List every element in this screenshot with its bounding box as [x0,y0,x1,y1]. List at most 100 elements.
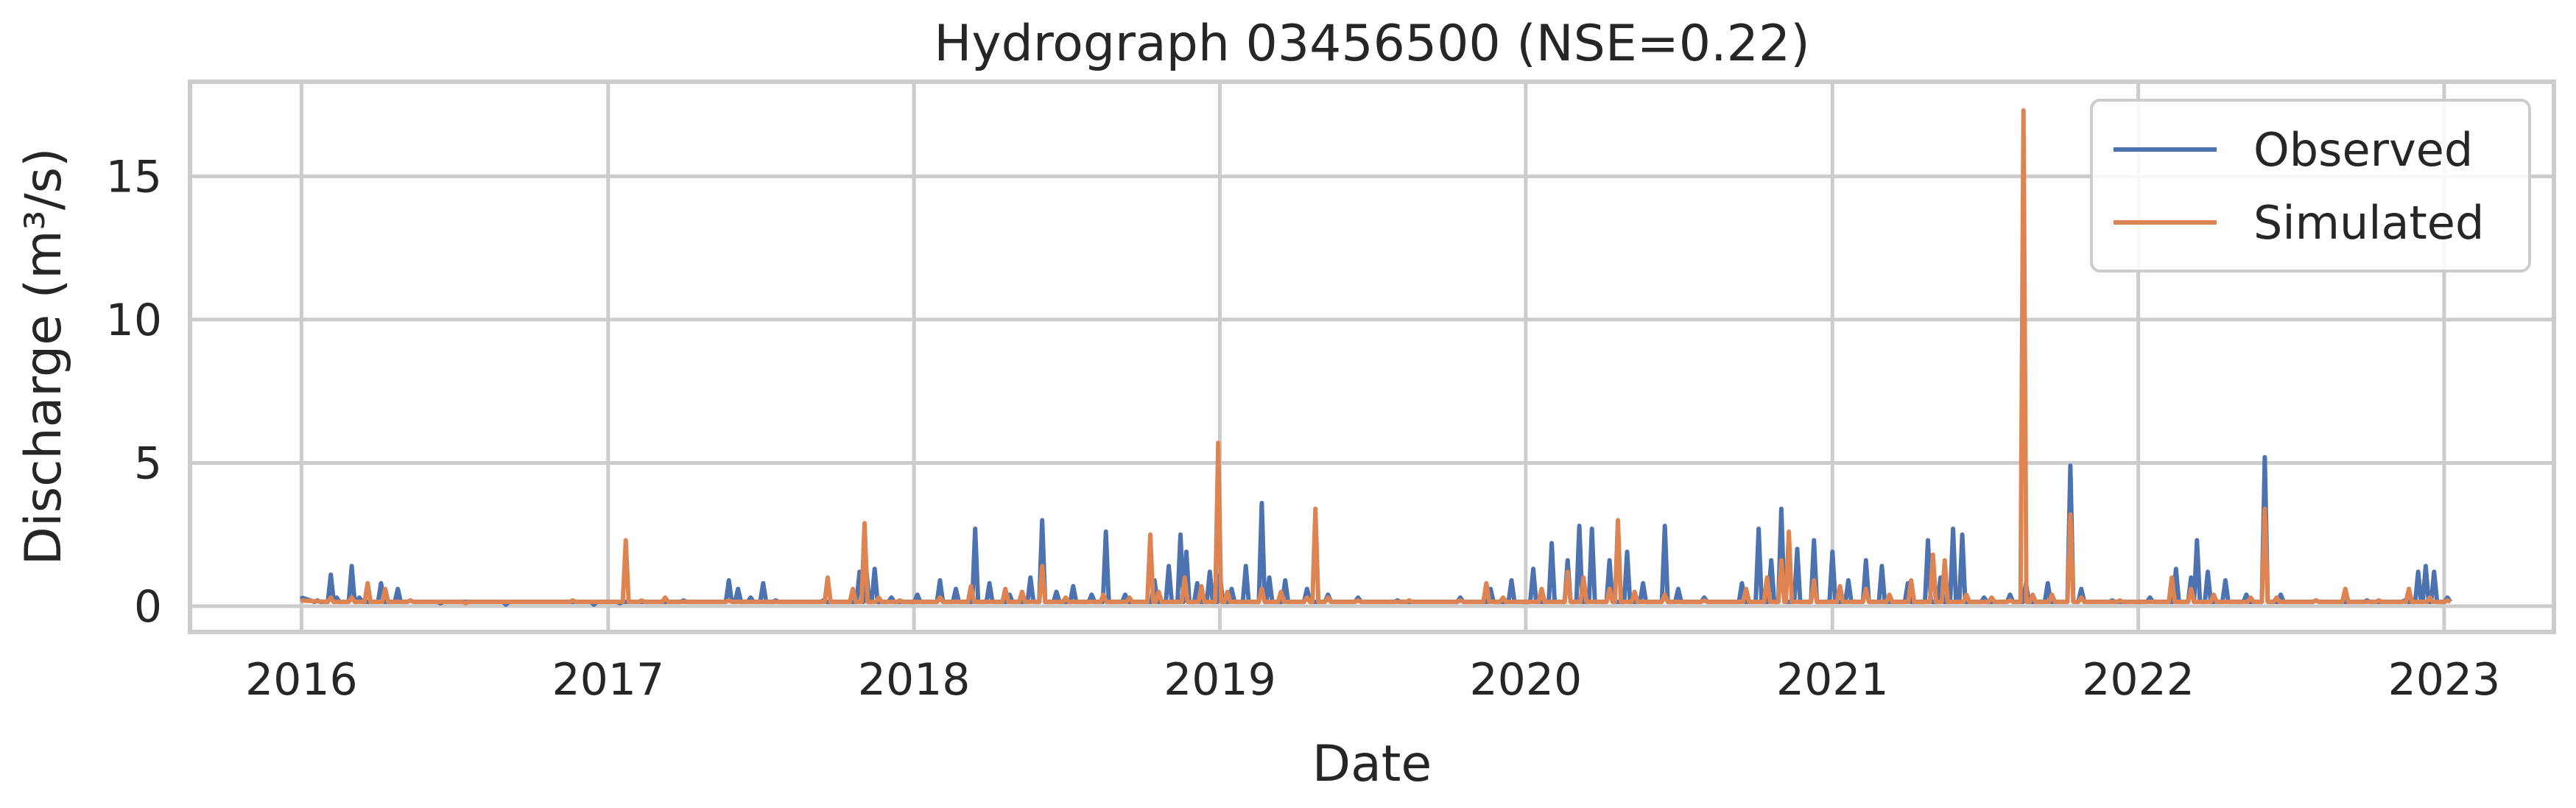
x-tick-label: 2022 [2082,654,2195,706]
data-point-observed [1608,558,1611,562]
data-point-observed [1770,558,1773,562]
data-point-observed [1757,527,1761,530]
data-point-simulated [2031,593,2035,597]
data-point-observed [988,581,991,585]
data-point-simulated [571,599,575,603]
data-point-simulated [1225,590,1229,594]
data-point-observed [1090,593,1094,597]
data-point-simulated [640,599,644,603]
data-point-simulated [1633,590,1636,594]
data-point-observed [2416,570,2420,574]
data-point-observed [1577,524,1581,528]
data-point-observed [974,527,977,530]
x-tick-label: 2023 [2388,654,2501,706]
data-point-observed [1104,530,1108,533]
data-point-simulated [877,596,881,600]
data-point-simulated [2428,596,2432,600]
data-point-simulated [2377,599,2381,603]
data-point-observed [1267,576,1271,580]
data-point-simulated [1931,552,1935,556]
x-tick-label: 2021 [1776,654,1889,706]
data-point-observed [1489,587,1493,591]
data-point-simulated [1064,596,1068,600]
data-point-simulated [1459,599,1463,603]
data-point-observed [350,564,353,568]
data-point-simulated [2343,587,2347,591]
data-point-observed [396,587,400,591]
data-point-simulated [969,584,973,588]
data-point-observed [335,596,339,600]
data-point-simulated [1305,596,1309,600]
data-point-observed [1740,581,1744,585]
data-point-simulated [1502,596,1505,600]
data-point-observed [873,567,876,571]
data-point-simulated [1041,564,1044,568]
data-point-simulated [1838,584,1842,588]
data-point-simulated [300,599,303,603]
data-point-simulated [1326,596,1330,600]
data-point-simulated [624,538,627,542]
data-point-simulated [1485,581,1488,585]
data-point-observed [1960,533,1964,536]
data-point-simulated [1943,558,1946,562]
data-point-observed [1625,550,1629,554]
y-tick-label: 15 [106,151,162,203]
data-point-observed [727,578,731,582]
data-point-observed [1676,587,1680,591]
data-point-observed [736,587,740,591]
data-point-simulated [1020,590,1024,594]
data-point-simulated [1183,576,1186,580]
data-point-observed [2446,596,2449,600]
data-point-simulated [2314,599,2318,603]
data-point-observed [954,587,958,591]
chart-title: Hydrograph 03456500 (NSE=0.22) [934,15,1809,73]
data-point-simulated [1608,587,1611,591]
x-tick-label: 2016 [245,654,358,706]
data-point-simulated [2212,593,2216,597]
data-point-simulated [464,602,468,605]
data-point-simulated [1663,593,1667,597]
data-point-observed [1590,527,1594,530]
x-tick-label: 2018 [858,654,971,706]
data-point-simulated [2170,576,2174,580]
data-point-observed [1939,576,1943,580]
data-point-observed [1041,519,1044,522]
data-point-simulated [2189,587,2193,591]
data-point-observed [1071,584,1075,588]
data-point-simulated [350,596,353,600]
data-point-simulated [1910,578,1913,582]
data-point-observed [915,593,919,597]
data-point-observed [1880,564,1884,568]
data-point-observed [2424,564,2427,568]
data-point-observed [1926,538,1929,542]
data-point-observed [1831,550,1834,554]
data-point-simulated [826,576,829,580]
x-axis-label: Date [1312,735,1432,793]
data-point-simulated [1765,576,1769,580]
y-axis-label: Discharge (m³/s) [15,147,73,565]
data-point-observed [1184,550,1188,554]
data-point-observed [1123,593,1127,597]
data-point-observed [1305,587,1309,591]
data-point-simulated [2050,593,2054,597]
data-point-observed [1663,524,1667,528]
data-point-simulated [1540,587,1544,591]
data-point-simulated [1314,507,1317,510]
data-point-observed [1779,507,1783,510]
data-point-observed [1952,527,1955,530]
data-point-observed [1178,533,1182,536]
data-point-observed [749,596,753,600]
data-point-observed [1195,581,1199,585]
data-point-observed [1566,558,1569,562]
data-point-observed [858,570,862,574]
legend-box [2090,99,2531,273]
data-point-simulated [1582,576,1586,580]
data-point-observed [2245,593,2248,597]
data-point-observed [2432,570,2436,574]
data-point-simulated [409,599,412,603]
data-point-simulated [1745,587,1748,591]
data-point-simulated [384,587,387,591]
data-point-simulated [329,596,333,600]
data-point-simulated [1965,593,1968,597]
